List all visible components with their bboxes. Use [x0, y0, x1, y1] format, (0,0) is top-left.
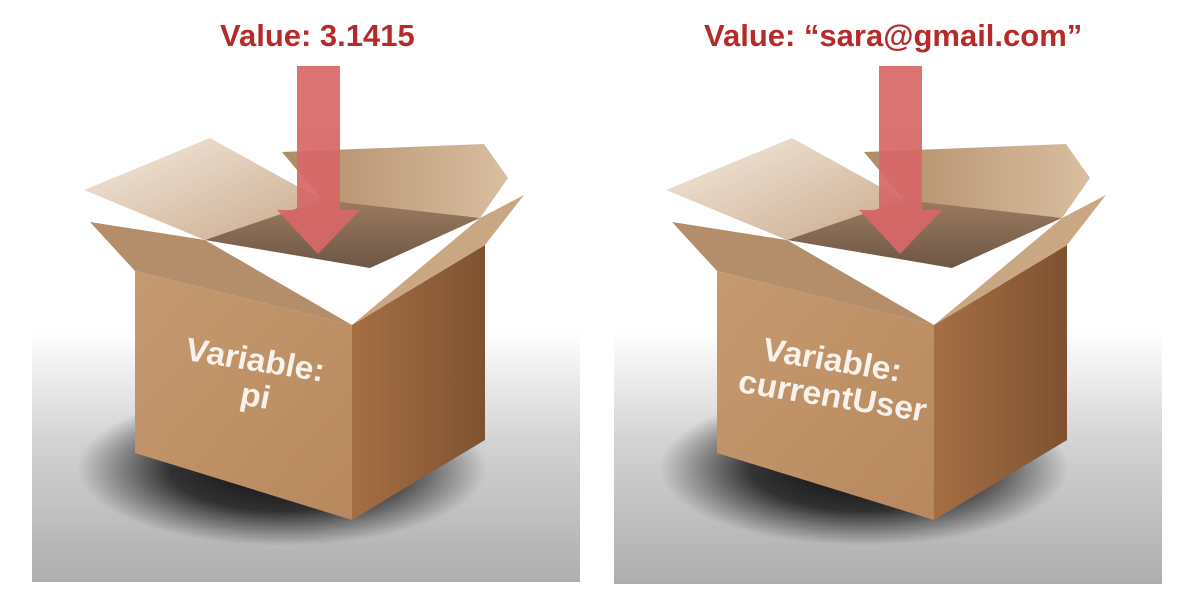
box-front-face [135, 271, 352, 520]
back-left-flap [84, 138, 322, 240]
back-left-flap [666, 138, 904, 240]
variable-box-pi: Value: 3.1415 Variable: pi [32, 0, 592, 614]
box-right-face [934, 245, 1067, 520]
front-right-flap [352, 195, 524, 325]
box-interior [787, 195, 1062, 268]
variable-box-currentuser: Value: “sara@gmail.com” Variable: curren… [614, 0, 1174, 614]
box-front-face [717, 271, 934, 520]
value-label: Value: “sara@gmail.com” [704, 18, 1083, 53]
box-illustration [614, 66, 1162, 584]
box-right-face [352, 245, 485, 520]
box-interior [205, 195, 480, 268]
front-left-flap [90, 222, 352, 325]
down-arrow-icon [277, 66, 360, 254]
down-arrow-icon [859, 66, 942, 254]
front-right-flap [934, 195, 1106, 325]
box-illustration [32, 66, 580, 582]
value-label: Value: 3.1415 [220, 18, 415, 53]
front-left-flap [672, 222, 934, 325]
